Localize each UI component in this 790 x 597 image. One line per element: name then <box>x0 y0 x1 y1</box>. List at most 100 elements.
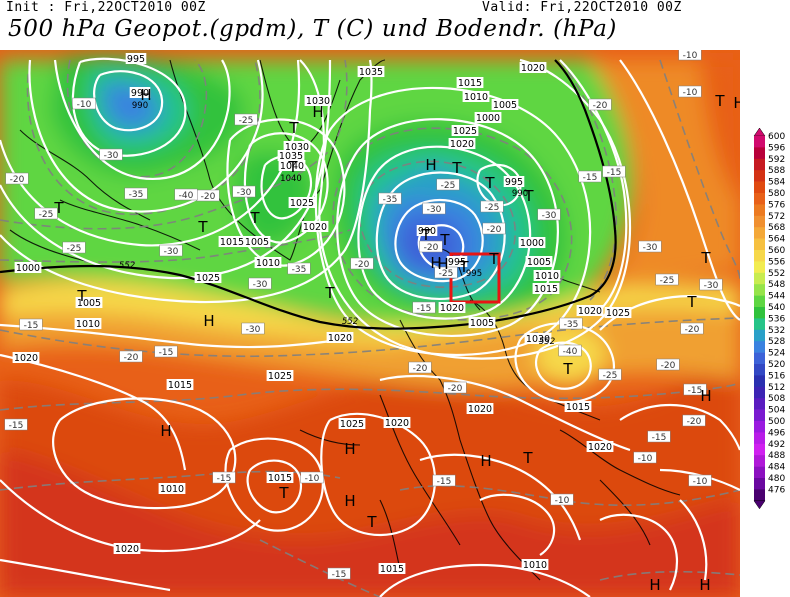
isobar-label-bg <box>586 441 614 452</box>
isobar-label: 1020 <box>578 306 602 317</box>
centre-pressure-value: 995 <box>466 269 482 279</box>
colorbar-level-label: 600 <box>768 132 785 142</box>
isotherm-label-bg <box>241 322 265 335</box>
colorbar-swatch <box>754 398 765 410</box>
isobar-label: 1015 <box>534 284 558 295</box>
colorbar-level-label: 528 <box>768 337 785 347</box>
isobar-label: 1000 <box>520 238 544 249</box>
chart-title: 500 hPa Geopot.(gpdm), T (C) und Bodendr… <box>8 16 617 42</box>
isobar-label-bg <box>113 543 141 554</box>
isobar-label: 1005 <box>245 237 269 248</box>
centre-pressure-value: 1040 <box>280 174 302 184</box>
isobar-label: 1020 <box>328 333 352 344</box>
colorbar-swatch <box>754 386 765 399</box>
isobar-label: 1030 <box>526 334 550 345</box>
low-pressure-centre: T <box>249 209 260 227</box>
isobar-label: 1025 <box>340 419 364 430</box>
contour-552-label: 552 <box>539 337 555 347</box>
colorbar-swatch <box>754 329 765 342</box>
contour-552 <box>0 59 617 330</box>
isobar-label: 1025 <box>453 126 477 137</box>
isobar-label: 1030 <box>285 142 309 153</box>
colorbar-bottom-arrow <box>753 500 766 510</box>
isotherm-label: -20 <box>448 384 463 394</box>
colorbar-swatch <box>754 421 765 433</box>
low-pressure-centre: T <box>562 360 573 378</box>
isobar-label-bg <box>288 197 316 208</box>
isotherm-label: -30 <box>246 325 261 335</box>
colorbar-level-label: 572 <box>768 212 785 222</box>
isobar-label-bg <box>448 138 476 149</box>
colorbar-swatch <box>754 364 765 376</box>
colorbar-level-label: 548 <box>768 280 785 290</box>
isotherm-label-bg <box>62 241 86 254</box>
colorbar-swatch <box>754 204 765 217</box>
isotherm-label: -30 <box>237 188 252 198</box>
colorbar-swatch <box>754 136 765 148</box>
isobar-label-bg <box>383 417 411 428</box>
isobar-label-bg <box>304 95 332 106</box>
isobar-label-bg <box>75 297 103 308</box>
colorbar-swatch <box>754 352 765 365</box>
colorbar-swatch <box>754 215 765 228</box>
colorbar-swatch <box>754 489 765 502</box>
isotherm-label: -20 <box>10 175 25 185</box>
isotherm-label: -35 <box>383 195 398 205</box>
isotherm-label-bg <box>683 383 707 396</box>
colorbar-level-label: 584 <box>768 178 785 188</box>
isobar-label-bg <box>166 379 194 390</box>
colorbar-swatch <box>754 170 765 182</box>
isobar-label: 1025 <box>196 273 220 284</box>
isotherm-label: -15 <box>607 168 622 178</box>
high-pressure-centre: H <box>344 492 355 510</box>
isobar-label: 990 <box>418 226 436 237</box>
isotherm-label: -35 <box>292 265 307 275</box>
low-pressure-centre: T <box>420 226 431 244</box>
isotherm-label: -20 <box>201 192 216 202</box>
centre-pressure-value: 990 <box>132 101 148 111</box>
isobar-label-bg <box>519 62 547 73</box>
colorbar-swatch <box>754 341 765 353</box>
colorbar-swatch <box>754 181 765 194</box>
high-pressure-centre: H <box>140 86 151 104</box>
isobar-label-bg <box>301 221 329 232</box>
isotherm-label-bg <box>327 567 351 580</box>
isotherm-label: -15 <box>217 474 232 484</box>
isotherm-label-bg <box>678 50 702 61</box>
isobar-label-bg <box>277 150 305 161</box>
isobar-label: 995 <box>448 257 466 268</box>
isotherm-label: -10 <box>555 496 570 506</box>
isotherm-label-bg <box>480 200 504 213</box>
isotherm-label: -30 <box>253 280 268 290</box>
isobar-label-bg <box>129 87 151 98</box>
contour-552-label: 552 <box>342 317 358 327</box>
high-pressure-centre: H <box>649 576 660 594</box>
isobar-label: 1035 <box>279 151 303 162</box>
isobar-label-bg <box>446 256 468 267</box>
isotherm-label: -25 <box>603 371 618 381</box>
colorbar-swatch <box>754 227 765 239</box>
colorbar-level-label: 516 <box>768 371 785 381</box>
chart-header: Init : Fri,22OCT2010 00Z Valid: Fri,22OC… <box>0 0 790 48</box>
isobar-label-bg <box>194 272 222 283</box>
colorbar-level-label: 552 <box>768 269 785 279</box>
isotherm-label-bg <box>550 493 574 506</box>
colorbar-level-label: 520 <box>768 360 785 370</box>
isotherm-label: -10 <box>305 474 320 484</box>
colorbar-level-label: 500 <box>768 417 785 427</box>
isobar-label-bg <box>416 225 438 236</box>
isotherm-label: -25 <box>441 181 456 191</box>
isotherm-label: -20 <box>413 364 428 374</box>
isotherm-label-bg <box>647 430 671 443</box>
colorbar-swatch <box>754 158 765 171</box>
isobar-label: 1005 <box>470 318 494 329</box>
isotherm-label-bg <box>300 471 324 484</box>
colorbar-level-label: 544 <box>768 292 785 302</box>
high-pressure-centre: H <box>344 440 355 458</box>
high-pressure-centre: H <box>160 422 171 440</box>
isotherm-label-bg <box>688 474 712 487</box>
isotherm-label-bg <box>436 178 460 191</box>
isotherm-label: -25 <box>67 244 82 254</box>
isotherm-label: -40 <box>179 191 194 201</box>
isotherm-label-bg <box>419 240 443 253</box>
